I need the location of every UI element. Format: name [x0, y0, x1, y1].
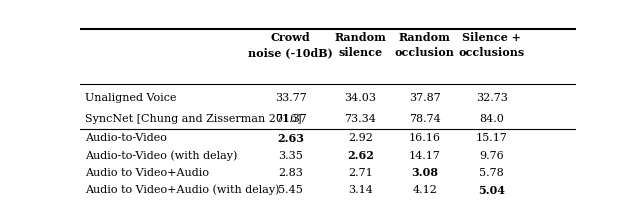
Text: 2.83: 2.83 — [278, 168, 303, 178]
Text: 5.45: 5.45 — [278, 185, 303, 195]
Text: Silence +
occlusions: Silence + occlusions — [458, 32, 525, 58]
Text: 5.78: 5.78 — [479, 168, 504, 178]
Text: Audio to Video+Audio (with delay): Audio to Video+Audio (with delay) — [85, 185, 280, 195]
Text: Unaligned Voice: Unaligned Voice — [85, 93, 177, 103]
Text: 37.87: 37.87 — [409, 93, 440, 103]
Text: 73.34: 73.34 — [344, 114, 376, 124]
Text: 9.76: 9.76 — [479, 151, 504, 161]
Text: 2.63: 2.63 — [277, 133, 304, 144]
Text: SyncNet [Chung and Zisserman 2016]: SyncNet [Chung and Zisserman 2016] — [85, 114, 301, 124]
Text: 33.77: 33.77 — [275, 93, 307, 103]
Text: 2.71: 2.71 — [348, 168, 372, 178]
Text: Random
occlusion: Random occlusion — [395, 32, 454, 58]
Text: 5.04: 5.04 — [478, 185, 505, 196]
Text: Crowd
noise (-10dB): Crowd noise (-10dB) — [248, 32, 333, 58]
Text: 3.14: 3.14 — [348, 185, 372, 195]
Text: Random
silence: Random silence — [334, 32, 386, 58]
Text: Audio-to-Video: Audio-to-Video — [85, 133, 167, 143]
Text: 3.08: 3.08 — [412, 167, 438, 178]
Text: 15.17: 15.17 — [476, 133, 508, 143]
Text: 84.0: 84.0 — [479, 114, 504, 124]
Text: 14.17: 14.17 — [409, 151, 441, 161]
Text: 32.73: 32.73 — [476, 93, 508, 103]
Text: 78.74: 78.74 — [409, 114, 440, 124]
Text: 34.03: 34.03 — [344, 93, 376, 103]
Text: 3.35: 3.35 — [278, 151, 303, 161]
Text: 71.37: 71.37 — [275, 114, 307, 124]
Text: 4.12: 4.12 — [412, 185, 437, 195]
Text: Audio to Video+Audio: Audio to Video+Audio — [85, 168, 209, 178]
Text: 2.62: 2.62 — [347, 150, 374, 161]
Text: 16.16: 16.16 — [409, 133, 441, 143]
Text: Audio-to-Video (with delay): Audio-to-Video (with delay) — [85, 150, 237, 161]
Text: 2.92: 2.92 — [348, 133, 372, 143]
